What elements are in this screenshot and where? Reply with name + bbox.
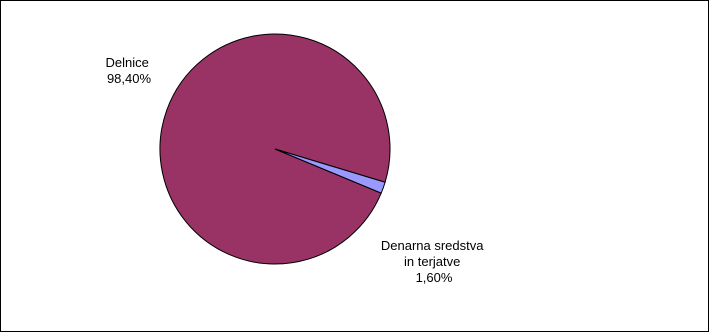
pie-slice-denarna-sredstva [274, 148, 386, 194]
label-delnice: Delnice 98,40% [106, 55, 153, 86]
pie-slices [159, 33, 391, 265]
label-denarna-sredstva: Denarna sredstva in terjatve 1,60% [381, 238, 487, 285]
